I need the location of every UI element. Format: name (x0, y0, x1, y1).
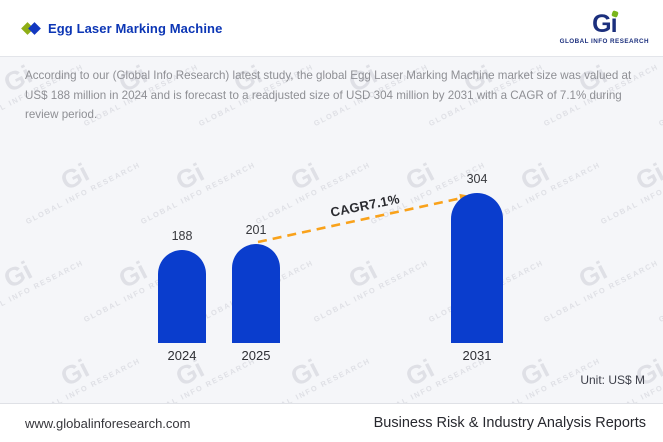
x-axis-label: 2024 (167, 348, 197, 363)
blue-diamond-icon (28, 21, 41, 35)
cagr-annotation: CAGR7.1% (328, 191, 401, 220)
market-summary-text: According to our (Global Info Research) … (25, 69, 632, 121)
diamond-bullet-icon (21, 21, 41, 36)
chart-panel: Gi GLOBAL INFO RESEARCH Gi GLOBAL INFO RESE… (0, 57, 663, 403)
page-title: Egg Laser Marking Machine (48, 20, 223, 36)
report-title-block: Egg Laser Marking Machine (21, 20, 223, 36)
bar-2025 (232, 244, 280, 343)
footer-tagline: Business Risk & Industry Analysis Report… (373, 415, 646, 431)
footer: www.globalinforesearch.com Business Risk… (0, 403, 663, 442)
unit-label: Unit: US$ M (580, 373, 645, 387)
bar-2031 (451, 193, 503, 343)
gir-logo-text: GLOBAL INFO RESEARCH (559, 38, 649, 46)
x-axis-label: 2025 (241, 348, 271, 363)
website-link[interactable]: www.globalinforesearch.com (25, 415, 191, 431)
bar-value-label: 188 (171, 229, 193, 243)
x-axis-label: 2031 (462, 348, 492, 363)
bar-2024 (158, 250, 206, 343)
bar-chart: CAGR7.1% 188 2024 201 2025 304 2031 (0, 57, 663, 403)
bar-value-label: 304 (466, 172, 488, 186)
bar-value-label: 201 (245, 223, 267, 237)
